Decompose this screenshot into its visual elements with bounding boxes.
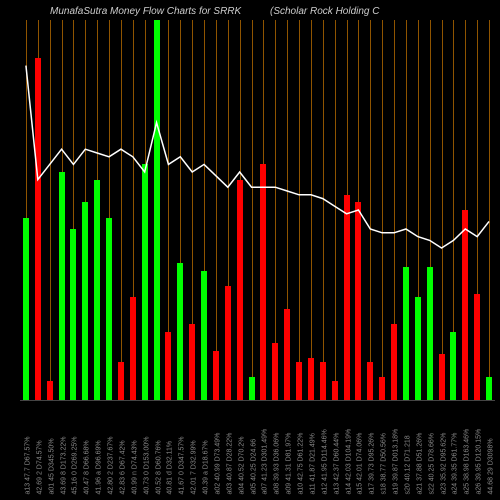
bar bbox=[225, 286, 231, 400]
grid-line bbox=[335, 20, 336, 400]
bar bbox=[284, 309, 290, 400]
bar bbox=[355, 202, 361, 400]
x-axis-label: 44.68 29 D3098% bbox=[488, 438, 495, 494]
bar bbox=[142, 164, 148, 400]
bar bbox=[415, 297, 421, 400]
x-axis-label: s18 38.77 D50.56% bbox=[381, 433, 388, 495]
x-axis-label: 40.52 8 D60.76% bbox=[155, 440, 162, 494]
bar bbox=[177, 263, 183, 400]
x-axis-label: 42.69 2 D74.57% bbox=[36, 440, 43, 494]
x-axis-label: a10 42.75 D61.22% bbox=[298, 433, 305, 495]
x-axis-label: a11 41.87 D21.49% bbox=[309, 433, 316, 494]
bar bbox=[82, 202, 88, 400]
bar bbox=[391, 324, 397, 400]
x-axis-label: a05 40.25 D24.66 bbox=[250, 439, 257, 495]
bar bbox=[118, 362, 124, 400]
x-axis-label: 41.96 a D96.69% bbox=[96, 440, 103, 494]
x-axis-label: 40.47 8 D66.68% bbox=[84, 440, 91, 494]
grid-line bbox=[323, 20, 324, 400]
bar bbox=[59, 172, 65, 400]
x-axis-label: 40.39 a D18.67% bbox=[203, 440, 210, 494]
x-axis-label: a02 40.99 D73.49% bbox=[214, 433, 221, 495]
grid-line bbox=[252, 20, 253, 400]
x-axis-label: s20 40.12 D71.218 bbox=[404, 435, 411, 494]
bar bbox=[237, 180, 243, 400]
bar bbox=[486, 377, 492, 400]
grid-line bbox=[311, 20, 312, 400]
bar bbox=[320, 362, 326, 400]
x-axis-label: a03 40.87 D28.22% bbox=[226, 433, 233, 495]
bar bbox=[272, 343, 278, 400]
x-axis-label: a12 41.95 D114.46% bbox=[321, 429, 328, 494]
bar bbox=[130, 297, 136, 400]
bar bbox=[296, 362, 302, 400]
x-axis-label: a14 42.03 D104.19% bbox=[345, 429, 352, 495]
chart-title-left: MunafaSutra Money Flow Charts for SRRK bbox=[50, 6, 241, 17]
x-axis-label: a25 38.98 D163.46% bbox=[464, 429, 471, 495]
bar bbox=[474, 294, 480, 400]
bar bbox=[189, 324, 195, 400]
bar bbox=[94, 180, 100, 400]
bar bbox=[427, 267, 433, 400]
x-axis-label: a19 39.87 D013.18% bbox=[393, 429, 400, 495]
bar bbox=[260, 164, 266, 400]
x-axis-label: 43.69 8 D173.22% bbox=[60, 437, 67, 495]
bar bbox=[35, 58, 41, 400]
x-axis-label: 42.01 7 D32.99% bbox=[191, 440, 198, 494]
grid-line bbox=[216, 20, 217, 400]
bar bbox=[462, 210, 468, 400]
x-axis-label: a13 47.7 D67.57% bbox=[24, 437, 31, 495]
x-axis-label: 40.99 n D74.43% bbox=[131, 440, 138, 494]
chart-plot-area bbox=[20, 20, 495, 400]
bar bbox=[450, 332, 456, 400]
bar bbox=[165, 332, 171, 400]
bar bbox=[70, 229, 76, 400]
grid-line bbox=[489, 20, 490, 400]
x-axis-label: a17 39.73 D95.26% bbox=[369, 433, 376, 495]
x-axis-label: a01 45 D345.50% bbox=[48, 438, 55, 494]
bar bbox=[106, 218, 112, 400]
x-axis-label: 42.83 6 D67.42% bbox=[119, 440, 126, 494]
bar bbox=[47, 381, 53, 400]
bar bbox=[201, 271, 207, 400]
grid-line bbox=[370, 20, 371, 400]
x-axis-label: a04 40.52 D70.2% bbox=[238, 437, 245, 495]
bar bbox=[344, 195, 350, 400]
grid-line bbox=[442, 20, 443, 400]
grid-line bbox=[382, 20, 383, 400]
x-axis-label: 40.73 0 D153.00% bbox=[143, 437, 150, 495]
chart-title-right: (Scholar Rock Holding C bbox=[270, 6, 380, 17]
grid-line bbox=[121, 20, 122, 400]
x-axis-label: a21 37.88 D51.26% bbox=[416, 433, 423, 495]
bar bbox=[403, 267, 409, 400]
bar bbox=[367, 362, 373, 400]
bar bbox=[308, 358, 314, 400]
x-axis-label: 45.16 0 D269.25% bbox=[72, 437, 79, 495]
bar bbox=[213, 351, 219, 400]
x-axis-label: a13 42.37 D60.44% bbox=[333, 433, 340, 495]
x-axis-label: 40.81 d D32.11% bbox=[167, 441, 174, 495]
x-axis-label: a09 41.31 D81.97% bbox=[286, 433, 293, 495]
x-axis-label: 42.80 2 D237.67% bbox=[108, 437, 115, 495]
x-axis-label: a07 41.23 D301.49% bbox=[262, 429, 269, 495]
x-axis-label: a24 39.35 D61.77% bbox=[452, 433, 459, 495]
x-axis-label: a23 35.92 D95.62% bbox=[440, 433, 447, 495]
x-axis-label: 41.67 0 D347.57% bbox=[179, 437, 186, 495]
x-axis-label: a26 39.95 D120.15% bbox=[476, 429, 483, 495]
grid-line bbox=[50, 20, 51, 400]
x-axis-label: a08 39.93 D36.06% bbox=[274, 433, 281, 495]
x-axis-label: a15 42.01 D74.06% bbox=[357, 433, 364, 495]
x-axis-label: s22 40.25 D78.66% bbox=[428, 433, 435, 495]
bar bbox=[23, 218, 29, 400]
chart-baseline bbox=[20, 400, 495, 401]
bar bbox=[439, 354, 445, 400]
bar bbox=[249, 377, 255, 400]
bar bbox=[154, 20, 160, 400]
grid-line bbox=[299, 20, 300, 400]
bar bbox=[379, 377, 385, 400]
bar bbox=[332, 381, 338, 400]
